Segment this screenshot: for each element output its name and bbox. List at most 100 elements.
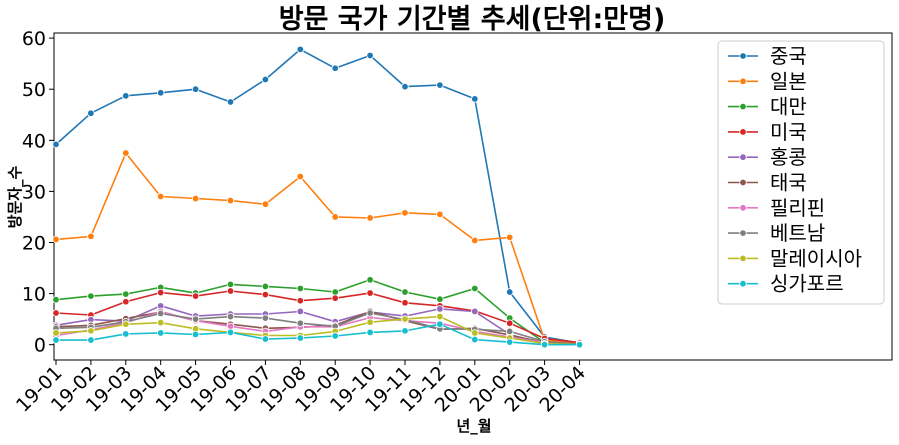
data-point xyxy=(436,295,444,303)
series-line xyxy=(55,48,580,344)
data-point xyxy=(261,335,270,343)
data-point xyxy=(191,315,200,323)
data-point xyxy=(156,309,165,318)
data-point xyxy=(52,235,60,244)
data-point xyxy=(261,282,270,291)
data-point xyxy=(296,297,304,305)
data-point xyxy=(52,140,60,149)
data-point xyxy=(156,192,165,201)
y-tick-label: 20 xyxy=(22,232,46,254)
data-point xyxy=(122,92,130,100)
data-point xyxy=(401,82,409,91)
legend-label: 말레이시아 xyxy=(770,246,862,270)
data-point xyxy=(331,294,339,302)
data-point xyxy=(122,298,130,306)
data-point xyxy=(226,312,235,321)
series-line xyxy=(55,290,580,344)
data-point xyxy=(226,328,235,337)
legend-marker xyxy=(739,204,747,212)
data-point xyxy=(191,85,200,93)
y-tick-label: 30 xyxy=(22,181,46,203)
data-point xyxy=(331,288,339,296)
data-point xyxy=(366,309,374,317)
data-point xyxy=(52,336,60,344)
data-point xyxy=(87,336,95,344)
data-point xyxy=(366,51,374,60)
data-point xyxy=(261,200,270,208)
y-tick-label: 0 xyxy=(34,335,46,357)
data-point xyxy=(436,320,444,328)
series-line xyxy=(56,323,580,346)
data-point xyxy=(226,287,235,295)
data-point xyxy=(122,320,130,328)
data-point xyxy=(261,290,270,299)
legend-marker xyxy=(739,229,747,237)
data-point xyxy=(296,319,304,327)
legend-marker xyxy=(739,52,747,60)
series-line xyxy=(55,312,580,345)
legend-label: 싱가포르 xyxy=(770,272,844,296)
series-line xyxy=(55,304,580,346)
data-point xyxy=(506,338,514,346)
data-point xyxy=(226,98,235,106)
data-point xyxy=(506,327,514,336)
data-point xyxy=(87,292,95,300)
data-point xyxy=(506,288,514,296)
data-point xyxy=(436,81,444,89)
data-point xyxy=(191,194,200,203)
data-point xyxy=(401,327,409,335)
data-point xyxy=(87,232,95,241)
data-point xyxy=(366,328,374,337)
x-axis-label: 년_월 xyxy=(456,417,491,435)
data-point xyxy=(296,45,304,54)
chart-title: 방문 국가 기간별 추세(단위:만명) xyxy=(279,4,666,35)
series-layer xyxy=(52,45,584,349)
data-point xyxy=(471,236,479,245)
y-tick-label: 40 xyxy=(22,130,46,152)
data-point xyxy=(191,292,200,300)
y-tick-label: 60 xyxy=(22,28,46,50)
data-point xyxy=(87,109,95,117)
data-point xyxy=(436,312,444,321)
legend-label: 중국 xyxy=(770,44,807,68)
data-point xyxy=(471,335,479,344)
data-point xyxy=(366,289,374,297)
data-point xyxy=(122,330,130,338)
data-point xyxy=(506,319,514,327)
data-point xyxy=(436,305,444,313)
data-point xyxy=(366,318,374,326)
data-point xyxy=(331,64,339,72)
legend-box xyxy=(717,40,885,305)
data-point xyxy=(296,307,304,316)
data-point xyxy=(87,327,95,335)
series-싱가포르 xyxy=(52,320,584,349)
legend-label: 필리핀 xyxy=(770,196,825,220)
plot-frame xyxy=(53,32,893,361)
legend-label: 일본 xyxy=(770,69,807,93)
data-point xyxy=(471,284,479,293)
data-point xyxy=(156,329,165,337)
data-point xyxy=(471,307,479,316)
data-point xyxy=(226,280,235,289)
series-line xyxy=(55,152,580,345)
legend-marker xyxy=(739,254,747,263)
legend-marker xyxy=(739,280,747,288)
data-point xyxy=(226,196,235,205)
data-point xyxy=(261,314,270,322)
data-point xyxy=(471,329,479,337)
data-point xyxy=(156,319,165,327)
data-point xyxy=(122,290,130,298)
y-tick-label: 10 xyxy=(22,284,46,306)
data-point xyxy=(261,75,270,84)
data-point xyxy=(226,322,235,330)
data-point xyxy=(156,89,165,97)
data-point xyxy=(191,330,200,339)
y-axis-label: 방문자_수 xyxy=(6,165,24,228)
series-line xyxy=(55,278,580,345)
data-point xyxy=(331,332,339,340)
y-axis: 0 10 20 30 40 50 60 xyxy=(22,28,54,357)
data-point xyxy=(436,210,444,219)
legend-marker xyxy=(739,153,747,161)
data-point xyxy=(366,214,374,222)
